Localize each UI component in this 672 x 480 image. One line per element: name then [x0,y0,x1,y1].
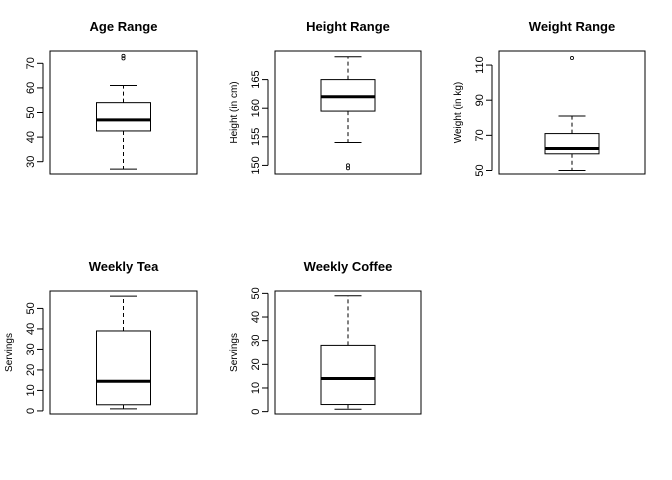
chart-title: Height Range [306,19,390,34]
chart-title: Weekly Tea [89,259,159,274]
y-axis-label: Height (in cm) [229,81,240,143]
chart-title: Age Range [90,19,158,34]
y-tick-label: 10 [250,382,262,394]
y-tick-label: 40 [25,323,37,335]
y-tick-label: 50 [25,302,37,314]
y-tick-label: 70 [25,57,37,69]
y-axis-label: Servings [229,333,240,372]
y-tick-label: 30 [25,156,37,168]
outlier-point [121,53,126,58]
y-tick-label: 165 [250,70,262,88]
y-tick-label: 20 [250,358,262,370]
y-tick-label: 50 [474,164,486,176]
iqr-box [96,330,151,406]
y-tick-label: 30 [25,343,37,355]
y-tick-label: 160 [250,99,262,117]
y-tick-label: 40 [250,311,262,323]
y-tick-label: 10 [25,384,37,396]
y-tick-label: 110 [474,56,486,74]
plot-frame [49,290,198,415]
y-tick-label: 40 [25,131,37,143]
iqr-box [320,344,376,406]
outlier-point [121,56,126,61]
boxplot-panel: Weekly Tea 0 10 20 30 40 50 Servings [4,259,198,415]
y-axis-label: Servings [4,333,15,372]
outlier-point [570,56,575,61]
plot-frame [498,50,646,175]
boxplot-panel: Height Range 150 155 160 165 Height (in cm) [229,19,422,175]
y-tick-label: 155 [250,128,262,146]
y-tick-label: 70 [474,129,486,141]
y-tick-label: 60 [25,82,37,94]
plot-frame [274,290,422,415]
boxplot-panel: Weight Range 50 70 90 110 Weight (in kg) [453,19,646,177]
y-tick-label: 50 [25,106,37,118]
y-axis-label: Weight (in kg) [453,82,464,144]
y-tick-label: 0 [250,409,262,415]
plot-frame [274,50,422,175]
boxplot-panel: Weekly Coffee 0 10 20 30 40 50 Servings [229,259,422,415]
boxplot-panel: Age Range 30 40 50 60 70 [25,19,198,175]
y-tick-label: 0 [25,408,37,414]
chart-title: Weekly Coffee [304,259,393,274]
iqr-box [544,133,600,155]
y-tick-label: 30 [250,335,262,347]
y-tick-label: 20 [25,364,37,376]
iqr-box [96,102,151,132]
outlier-point [345,163,350,168]
y-tick-label: 90 [474,94,486,106]
chart-title: Weight Range [529,19,615,34]
y-tick-label: 150 [250,156,262,174]
plot-frame [49,50,198,175]
y-tick-label: 50 [250,287,262,299]
